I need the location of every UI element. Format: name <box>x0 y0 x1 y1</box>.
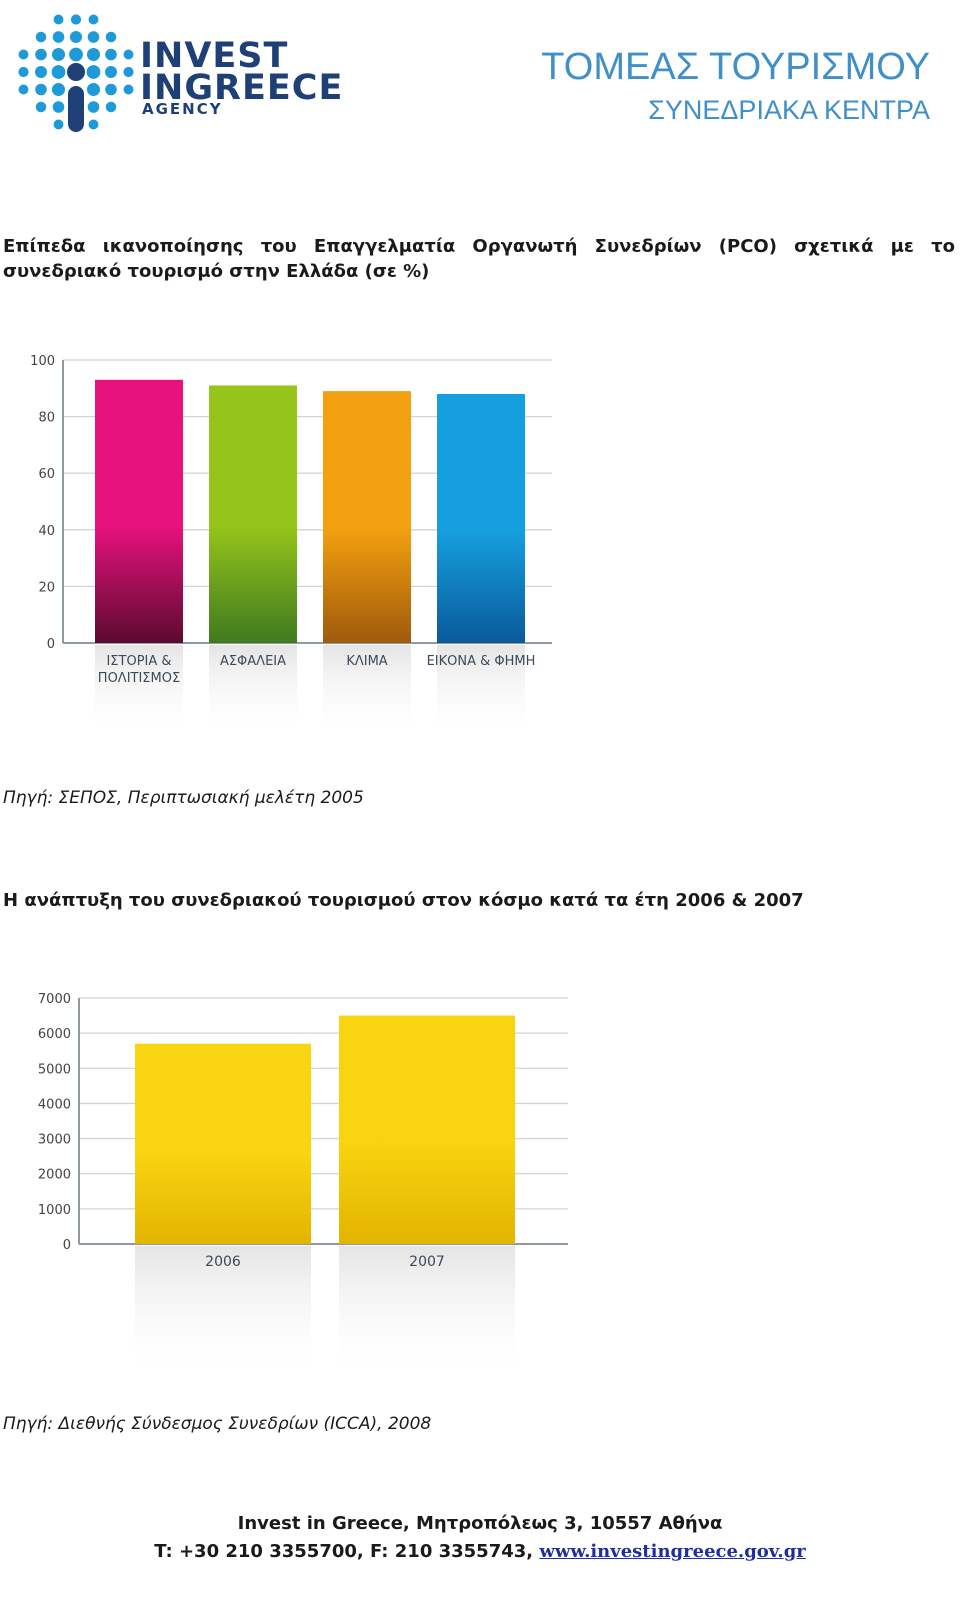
logo-dot-cluster <box>18 14 134 132</box>
chart1-category-label: ΕΙΚΟΝΑ & ΦΗΜΗ <box>427 654 536 669</box>
logo-wordmark-ingreece: INGREECE <box>140 68 344 108</box>
sector-title: ΤΟΜΕΑΣ ΤΟΥΡΙΣΜΟΥ <box>541 46 930 88</box>
logo-dot <box>123 84 134 95</box>
logo-dot <box>53 14 64 25</box>
chart1-y-tick-label: 60 <box>38 467 55 482</box>
logo-dot <box>52 31 65 43</box>
footer-contact: T: +30 210 3355700, F: 210 3355743, www.… <box>0 1541 960 1562</box>
logo-dot <box>87 31 100 43</box>
chart1-bar-reflection <box>95 645 183 740</box>
chart2-y-tick-label: 7000 <box>38 992 71 1007</box>
chart1-bar-2 <box>323 391 411 643</box>
logo-dot <box>53 119 64 130</box>
footer-phone-fax: T: +30 210 3355700, F: 210 3355743, <box>154 1541 540 1562</box>
chart1-y-tick-label: 80 <box>38 411 55 426</box>
chart1-y-tick-label: 20 <box>38 580 55 595</box>
logo-dot <box>88 14 99 25</box>
logo-dot <box>51 82 66 97</box>
logo-dot <box>105 66 117 78</box>
chart2-y-tick-label: 1000 <box>38 1203 71 1218</box>
chart2-bar-0 <box>135 1043 311 1244</box>
chart1-bar-1 <box>209 385 297 643</box>
chart2-y-tick-label: 6000 <box>38 1027 71 1042</box>
logo-dot <box>105 83 117 96</box>
logo-dot <box>18 66 29 78</box>
chart2-bar-1 <box>339 1015 515 1244</box>
chart2-y-tick-label: 3000 <box>38 1133 71 1148</box>
chart1-bar-reflection <box>209 645 297 740</box>
chart1-category-label: ΙΣΤΟΡΙΑ & <box>106 654 171 669</box>
logo-dot <box>123 49 134 60</box>
chart1-bar-reflection <box>437 645 525 740</box>
chart1-category-label: ΚΛΙΜΑ <box>346 654 387 669</box>
logo-i-dot <box>67 63 85 81</box>
satisfaction-bar-chart: 0 20 40 60 80 100 ΙΣΤΟΡΙΑ & ΠΟΛΙΤΙΣΜΟΣ ΑΣΦΑΛΕΙΑ Κ… <box>30 354 552 740</box>
logo-dot <box>86 82 101 97</box>
logo-dot <box>18 84 29 95</box>
logo-dot <box>52 101 65 113</box>
invest-in-greece-logo <box>18 14 134 132</box>
chart1-heading: Επίπεδα ικανοποίησης του Επαγγελματία Ορ… <box>3 236 955 282</box>
chart2-y-tick-label: 4000 <box>38 1097 71 1112</box>
logo-dot <box>18 49 29 60</box>
logo-dot <box>88 119 99 130</box>
logo-dot <box>35 66 47 78</box>
chart1-y-tick-label: 100 <box>30 354 55 369</box>
logo-dot <box>35 31 47 43</box>
chart2-source: Πηγή: Διεθνής Σύνδεσμος Συνεδρίων (ICCA)… <box>3 1414 432 1434</box>
chart2-category-label: 2007 <box>409 1254 445 1270</box>
logo-dot <box>35 48 47 61</box>
logo-dot <box>35 83 47 96</box>
logo-dot <box>69 47 83 62</box>
chart1-category-label: ΑΣΦΑΛΕΙΑ <box>220 654 286 669</box>
chart2-y-tick-label: 0 <box>63 1238 71 1253</box>
chart1-category-label: ΠΟΛΙΤΙΣΜΟΣ <box>98 671 180 686</box>
logo-dot <box>86 47 101 62</box>
logo-dot <box>123 66 134 78</box>
chart1-bar-3 <box>437 393 525 643</box>
footer-website-link[interactable]: www.investingreece.gov.gr <box>539 1541 806 1562</box>
chart2-y-tick-label: 5000 <box>38 1062 71 1077</box>
chart1-source: Πηγή: ΣΕΠΟΣ, Περιπτωσιακή μελέτη 2005 <box>3 788 364 808</box>
logo-dot <box>51 47 66 62</box>
logo-wordmark-invest: INVEST <box>140 36 289 76</box>
logo-dot <box>87 101 100 113</box>
chart2-category-label: 2006 <box>205 1254 241 1270</box>
chart2-heading: Η ανάπτυξη του συνεδριακού τουρισμού στο… <box>3 890 804 911</box>
logo-dot <box>35 101 47 113</box>
logo-dot <box>105 31 117 43</box>
footer-address: Invest in Greece, Μητροπόλεως 3, 10557 Α… <box>237 1513 723 1534</box>
chart1-bar-0 <box>95 379 183 643</box>
chart2-y-tick-label: 2000 <box>38 1168 71 1183</box>
chart1-y-tick-label: 40 <box>38 524 55 539</box>
logo-dot <box>70 31 82 43</box>
logo-dot <box>51 65 66 79</box>
logo-dot <box>105 101 117 113</box>
logo-dot <box>70 14 82 25</box>
logo-i-stem <box>68 86 84 132</box>
chart1-y-tick-label: 0 <box>47 637 55 652</box>
sector-subtitle: ΣΥΝΕΔΡΙΑΚΑ ΚΕΝΤΡΑ <box>648 95 930 125</box>
logo-dot <box>105 48 117 61</box>
chart2-bar-reflection <box>135 1246 311 1381</box>
chart2-bar-reflection <box>339 1246 515 1381</box>
logo-dot <box>86 65 101 79</box>
chart1-bar-reflection <box>323 645 411 740</box>
conference-growth-bar-chart: 0 1000 2000 3000 4000 5000 6000 7000 2006 2007 <box>38 992 568 1381</box>
logo-wordmark-agency: AGENCY <box>142 100 223 118</box>
